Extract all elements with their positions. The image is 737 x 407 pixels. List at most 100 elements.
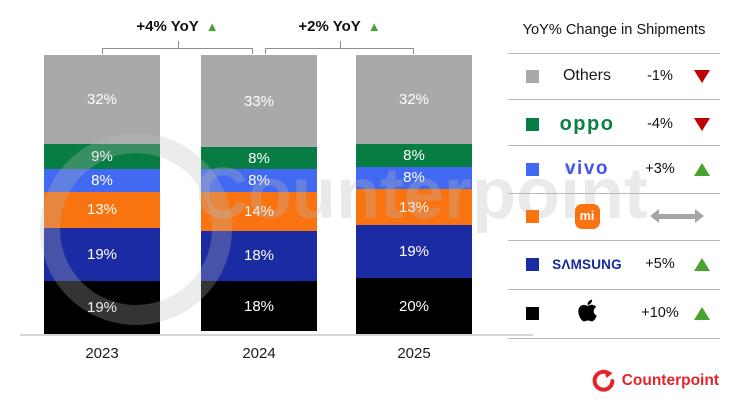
segment-others-2023: 32%	[44, 55, 160, 145]
segment-vivo-2023: 8%	[44, 169, 160, 192]
bar-2025: 32% 8% 8% 13% 19% 20%	[356, 55, 472, 334]
segment-value-label: 33%	[243, 92, 275, 110]
segment-others-2025: 32%	[356, 55, 472, 145]
segment-value-label: 18%	[243, 297, 275, 315]
trend-flat-wrap	[635, 209, 719, 223]
bar-2024: 33% 8% 8% 14% 18% 18%	[201, 55, 317, 332]
xiaomi-mi-logo: mi	[574, 203, 600, 229]
legend-row-others: Others -1%	[508, 58, 720, 94]
legend-separator	[508, 240, 720, 241]
segment-vivo-2025: 8%	[356, 166, 472, 189]
segment-value-label: 8%	[403, 146, 425, 164]
legend-row-oppo: oppo -4%	[508, 106, 720, 142]
yoy-annotation-label: +2% YoY ▲	[260, 17, 420, 37]
trend-flat-icon	[650, 209, 704, 223]
segment-oppo-2025: 8%	[356, 144, 472, 167]
segment-value-label: 8%	[403, 169, 425, 187]
trend-up-icon	[694, 257, 710, 271]
oppo-logo: oppo	[559, 112, 615, 135]
x-axis-line	[20, 334, 533, 336]
yoy-annotation-label: +4% YoY ▲	[98, 17, 258, 37]
legend-swatch-apple	[526, 306, 539, 320]
segment-value-label: 13%	[86, 201, 118, 219]
trend-indicator-oppo	[685, 117, 719, 131]
legend-panel: YoY% Change in Shipments Others -1% oppo -4…	[508, 0, 720, 345]
legend-swatch-oppo	[526, 117, 539, 131]
brand-logo-xiaomi: mi	[539, 203, 635, 229]
bar-2023: 32% 9% 8% 13% 19% 19%	[44, 55, 160, 334]
legend-row-vivo: vivo +3%	[508, 151, 720, 187]
x-axis-label-2023: 2023	[85, 345, 119, 362]
segment-apple-2023: 19%	[44, 280, 160, 334]
trend-up-icon	[694, 306, 710, 320]
legend-swatch-xiaomi	[526, 209, 539, 223]
x-axis-label-2025: 2025	[397, 345, 431, 362]
segment-xiaomi-2024: 14%	[201, 191, 317, 231]
brand-logo-others: Others	[539, 67, 635, 85]
vivo-logo: vivo	[564, 158, 610, 179]
trend-indicator-samsung	[685, 257, 719, 271]
segment-value-label: 32%	[86, 91, 118, 109]
apple-logo-icon	[577, 298, 597, 328]
legend-separator	[508, 53, 720, 54]
legend-row-xiaomi: mi	[508, 198, 720, 234]
segment-vivo-2024: 8%	[201, 169, 317, 192]
brand-logo-vivo: vivo	[539, 158, 635, 180]
brand-label: Others	[562, 67, 611, 84]
yoy-value-samsung: +5%	[645, 256, 675, 272]
segment-xiaomi-2025: 13%	[356, 188, 472, 226]
brand-logo-oppo: oppo	[539, 113, 635, 136]
trend-up-icon: ▲	[205, 19, 219, 34]
trend-down-icon	[694, 117, 710, 131]
counterpoint-ring-icon	[592, 369, 615, 392]
legend-title: YoY% Change in Shipments	[522, 22, 706, 38]
yoy-value-apple: +10%	[641, 305, 679, 321]
legend-separator	[508, 99, 720, 100]
legend-separator	[508, 193, 720, 194]
x-axis-label-2024: 2024	[242, 345, 276, 362]
brand-logo-samsung: SΛMSUNG	[539, 257, 635, 272]
segment-value-label: 8%	[248, 172, 270, 190]
yoy-value-others: -1%	[647, 68, 673, 84]
segment-value-label: 18%	[243, 247, 275, 265]
yoy-annotation-text: +2% YoY	[298, 18, 361, 35]
trend-down-icon	[694, 69, 710, 83]
segment-value-label: 13%	[398, 198, 430, 216]
segment-samsung-2025: 19%	[356, 225, 472, 279]
legend-swatch-others	[526, 69, 539, 83]
legend-swatch-samsung	[526, 257, 539, 271]
samsung-logo: SΛMSUNG	[552, 256, 622, 272]
legend-separator	[508, 289, 720, 290]
segment-samsung-2024: 18%	[201, 230, 317, 281]
legend-separator	[508, 338, 720, 339]
counterpoint-wordmark: Counterpoint	[621, 371, 719, 389]
yoy-annotation-text: +4% YoY	[136, 18, 199, 35]
segment-others-2024: 33%	[201, 55, 317, 148]
segment-value-label: 19%	[86, 298, 118, 316]
legend-row-samsung: SΛMSUNG +5%	[508, 246, 720, 282]
yoy-value-oppo: -4%	[647, 116, 673, 132]
segment-value-label: 20%	[398, 297, 430, 315]
trend-up-icon	[694, 162, 710, 176]
segment-oppo-2024: 8%	[201, 147, 317, 170]
segment-value-label: 32%	[398, 91, 430, 109]
segment-apple-2024: 18%	[201, 280, 317, 332]
segment-value-label: 19%	[398, 243, 430, 261]
trend-indicator-others	[685, 69, 719, 83]
yoy-bracket-tick	[177, 41, 179, 49]
segment-oppo-2023: 9%	[44, 144, 160, 170]
brand-logo-apple	[539, 298, 635, 328]
yoy-value-vivo: +3%	[645, 161, 675, 177]
segment-value-label: 19%	[86, 245, 118, 263]
segment-value-label: 8%	[248, 149, 270, 167]
counterpoint-logo: Counterpoint	[592, 369, 719, 392]
legend-row-apple: +10%	[508, 295, 720, 331]
trend-indicator-apple	[685, 306, 719, 320]
trend-indicator-vivo	[685, 162, 719, 176]
legend-separator	[508, 145, 720, 146]
segment-xiaomi-2023: 13%	[44, 191, 160, 228]
yoy-bracket-tick	[339, 41, 341, 49]
trend-up-icon: ▲	[367, 19, 381, 34]
segment-samsung-2023: 19%	[44, 227, 160, 281]
